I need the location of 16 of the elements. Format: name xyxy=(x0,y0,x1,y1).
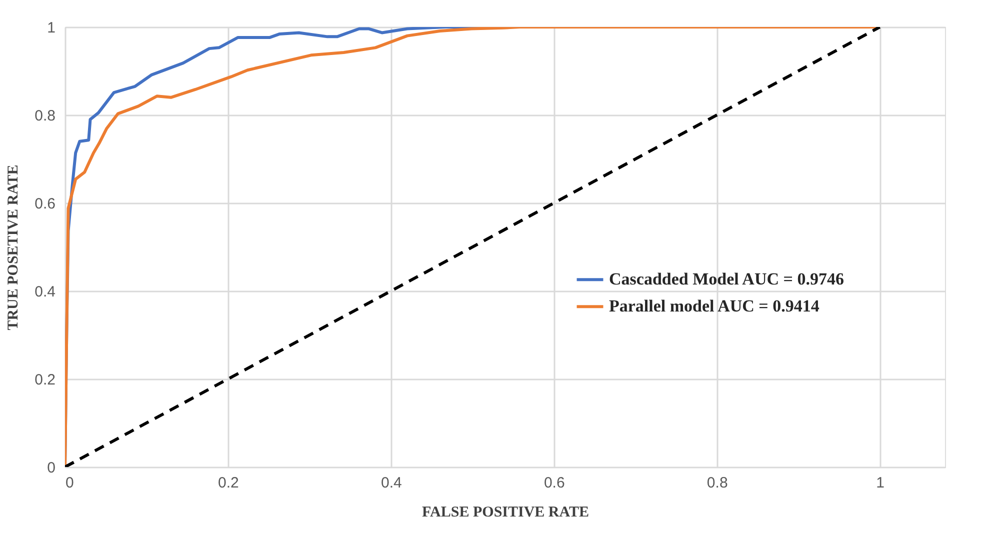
x-tick-label: 0 xyxy=(66,474,74,492)
x-axis-title: FALSE POSITIVE RATE xyxy=(422,504,589,520)
legend-label: Parallel model AUC = 0.9414 xyxy=(609,296,820,316)
y-tick-label: 0.8 xyxy=(34,108,56,124)
x-tick-label: 0.8 xyxy=(706,474,728,492)
y-axis-title: TRUE POSETIVE RATE xyxy=(6,164,22,330)
y-tick-label: 1 xyxy=(47,20,56,36)
x-tick-label: 0.2 xyxy=(218,474,239,492)
y-tick-label: 0 xyxy=(47,460,56,476)
y-tick-label: 0.6 xyxy=(34,196,56,212)
y-tick-label: 0.2 xyxy=(34,372,56,388)
y-tick-label: 0.4 xyxy=(34,284,56,300)
legend-label: Cascadded Model AUC = 0.9746 xyxy=(609,270,844,289)
x-tick-label: 0.4 xyxy=(380,474,402,492)
x-tick-label: 1 xyxy=(876,474,884,492)
x-tick-label: 0.6 xyxy=(544,474,565,492)
